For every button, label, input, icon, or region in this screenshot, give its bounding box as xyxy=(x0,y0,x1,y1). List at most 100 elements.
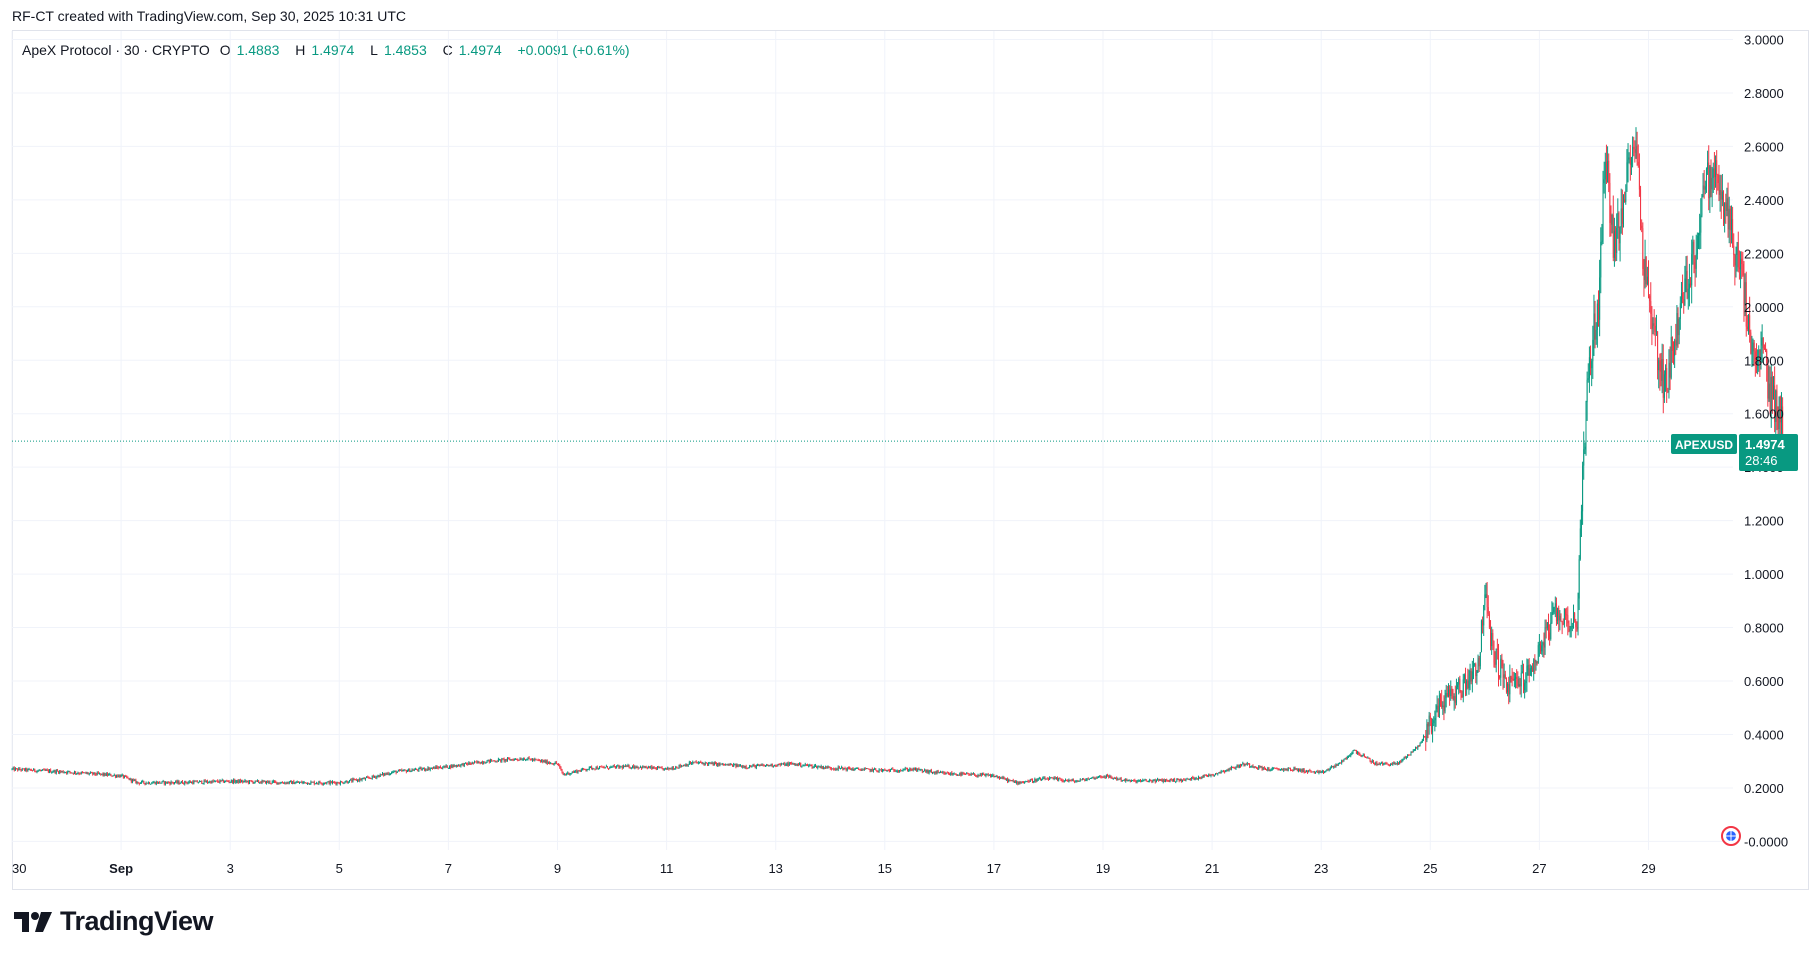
candle-body xyxy=(1671,337,1673,351)
candle-body xyxy=(1601,240,1603,242)
candle-body xyxy=(434,767,436,769)
candle-body xyxy=(703,763,705,765)
candle-body xyxy=(395,770,397,773)
candle-body xyxy=(1368,757,1370,759)
candle-body xyxy=(433,767,435,769)
candle-body xyxy=(1677,313,1679,336)
candle-body xyxy=(1675,340,1677,346)
candle-body xyxy=(641,766,643,769)
price-axis[interactable]: -0.00000.20000.40000.60000.80001.00001.2… xyxy=(1744,33,1788,850)
candle-body xyxy=(1692,241,1694,255)
candle-body xyxy=(1270,769,1272,771)
candle-body xyxy=(1576,626,1578,630)
candle-body xyxy=(883,769,885,771)
legend-low-value: 1.4853 xyxy=(383,42,427,58)
candle-body xyxy=(62,771,64,773)
candle-body xyxy=(196,780,198,783)
candle-body xyxy=(1511,677,1513,679)
candle-body xyxy=(417,769,419,771)
candle-body xyxy=(1140,780,1142,782)
candle-body xyxy=(969,774,971,776)
candle-body xyxy=(1308,770,1310,773)
candle-body xyxy=(1349,755,1351,757)
candle-body xyxy=(1673,350,1675,356)
candle-body xyxy=(1004,778,1006,780)
candle-body xyxy=(780,763,782,766)
candle-body xyxy=(1352,750,1354,753)
candle-body xyxy=(405,770,407,772)
candle-body xyxy=(922,770,924,772)
candle-body xyxy=(1553,607,1555,613)
candle-body xyxy=(1039,778,1041,781)
candle-body xyxy=(737,764,739,767)
candle-body xyxy=(970,773,972,775)
candle-body xyxy=(1425,736,1427,741)
candle-body xyxy=(857,767,859,769)
candle-body xyxy=(1504,674,1506,678)
candle-body xyxy=(610,766,612,768)
candle-body xyxy=(677,767,679,769)
tradingview-logo[interactable]: TradingView xyxy=(14,906,214,937)
candle-body xyxy=(546,760,548,764)
candle-body xyxy=(24,768,26,771)
candle-body xyxy=(1593,313,1595,340)
globe-icon[interactable] xyxy=(1721,826,1741,846)
y-tick-label: 3.0000 xyxy=(1744,33,1784,48)
candle-body xyxy=(575,770,577,772)
candle-body xyxy=(1075,781,1077,783)
candle-body xyxy=(884,769,886,771)
candle-body xyxy=(1415,747,1417,750)
candle-body xyxy=(1378,763,1380,765)
candle-body xyxy=(324,782,326,784)
candle-body xyxy=(1362,754,1364,756)
candle-body xyxy=(1428,715,1430,727)
candle-body xyxy=(1047,778,1049,780)
candle-body xyxy=(1112,777,1114,779)
candle-body xyxy=(118,775,120,777)
candle-body xyxy=(1234,767,1236,769)
candle-body xyxy=(21,768,23,771)
candle-body xyxy=(1385,763,1387,765)
candle-body xyxy=(632,765,634,768)
candle-body xyxy=(533,759,535,761)
candle-body xyxy=(1134,780,1136,782)
candle-body xyxy=(591,766,593,769)
legend-symbol[interactable]: ApeX Protocol · 30 · CRYPTO xyxy=(22,42,210,58)
price-tag-value-box xyxy=(1739,434,1798,471)
candle-body xyxy=(325,782,327,784)
candle-body xyxy=(833,768,835,770)
candle-body xyxy=(83,772,85,774)
candle-body xyxy=(317,783,319,785)
candle-body xyxy=(1569,629,1571,631)
candle-body xyxy=(1740,258,1742,270)
candle-body xyxy=(919,769,921,771)
x-tick-label: 7 xyxy=(445,861,452,876)
candle-body xyxy=(1482,620,1484,626)
candle-body xyxy=(377,775,379,777)
candle-body xyxy=(1743,275,1745,305)
candle-body xyxy=(100,773,102,775)
candle-body xyxy=(277,782,279,784)
candle-body xyxy=(984,774,986,776)
candle-body xyxy=(1699,232,1701,236)
candle-body xyxy=(1608,160,1610,183)
candle-body xyxy=(735,764,737,767)
time-axis[interactable]: 30 Sep 3 5 7 9 11 13 15 17 19 21 23 25 27 29 xyxy=(12,861,1656,876)
candle-body xyxy=(56,770,58,772)
candle-body xyxy=(171,781,173,783)
candle-body xyxy=(1592,339,1594,362)
candle-body xyxy=(443,765,445,768)
candle-body xyxy=(1409,754,1411,756)
candle-body xyxy=(101,773,103,775)
candle-body xyxy=(1294,767,1296,769)
candle-body xyxy=(869,769,871,772)
candle-body xyxy=(1271,768,1273,770)
candle-body xyxy=(977,775,979,777)
candle-body xyxy=(582,768,584,770)
candle-body xyxy=(542,760,544,763)
candle-body xyxy=(1150,780,1152,782)
candle-body xyxy=(1200,777,1202,779)
candle-body xyxy=(224,781,226,783)
candle-body xyxy=(617,765,619,767)
